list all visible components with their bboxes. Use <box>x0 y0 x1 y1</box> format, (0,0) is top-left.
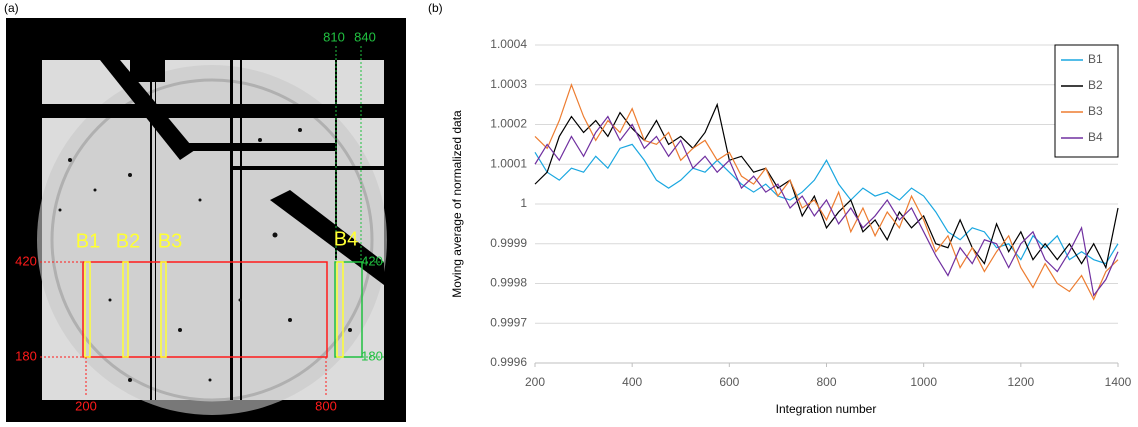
pixel-label: 420 <box>15 253 37 268</box>
pixel-label: 840 <box>354 29 376 44</box>
legend-label: B3 <box>1088 104 1103 118</box>
panel-label: (a) <box>4 1 19 15</box>
plot: 0.9996 0.9997 0.9998 0.9999 1 1.0001 1.0002 1.0… <box>490 37 1131 389</box>
y-tick-label: 0.9998 <box>490 276 527 290</box>
x-tick-label: 600 <box>719 375 739 389</box>
scatter-ring <box>37 65 387 415</box>
y-axis-title: Moving average of normalized data <box>450 110 464 298</box>
x-tick-label: 400 <box>622 375 642 389</box>
y-tick-label: 0.9999 <box>490 236 527 250</box>
y-tick-label: 1 <box>520 196 527 210</box>
y-tick-label: 1.0004 <box>490 37 527 51</box>
box-label: B3 <box>158 230 182 252</box>
y-tick-label: 1.0001 <box>490 156 527 170</box>
diffraction-spots <box>58 128 352 382</box>
x-tick-label: 1400 <box>1105 375 1132 389</box>
x-tick-label: 800 <box>816 375 836 389</box>
y-tick-label: 0.9997 <box>490 315 527 329</box>
pixel-label: 200 <box>75 398 97 413</box>
panel-label: (b) <box>428 1 443 15</box>
green-region <box>334 261 363 358</box>
x-tick-label: 1200 <box>1007 375 1034 389</box>
scatter-ring <box>50 78 374 402</box>
series-line <box>534 82 1119 301</box>
y-tick-label: 1.0003 <box>490 77 527 91</box>
legend-label: B4 <box>1088 130 1103 144</box>
box-label: B2 <box>116 230 140 252</box>
box-outline <box>84 261 344 358</box>
legend-label: B2 <box>1088 78 1103 92</box>
guide-lines <box>40 46 384 396</box>
series-line <box>534 143 1119 265</box>
pixel-label: 800 <box>315 398 337 413</box>
pixel-label: 180 <box>361 348 383 363</box>
pixel-label: 180 <box>15 348 37 363</box>
pixel-label: 810 <box>323 29 345 44</box>
box-label: B1 <box>76 230 100 252</box>
legend-box <box>1054 44 1119 158</box>
box-label: B4 <box>334 228 358 250</box>
x-axis-title: Integration number <box>776 402 877 416</box>
x-tick-label: 1000 <box>910 375 937 389</box>
series-line <box>534 102 1119 270</box>
red-region <box>82 261 328 358</box>
y-tick-label: 1.0002 <box>490 117 527 131</box>
series-line <box>534 115 1119 297</box>
legend-label: B1 <box>1088 52 1103 66</box>
y-tick-label: 0.9996 <box>490 355 527 369</box>
pixel-label: 420 <box>361 253 383 268</box>
x-tick-label: 200 <box>525 375 545 389</box>
